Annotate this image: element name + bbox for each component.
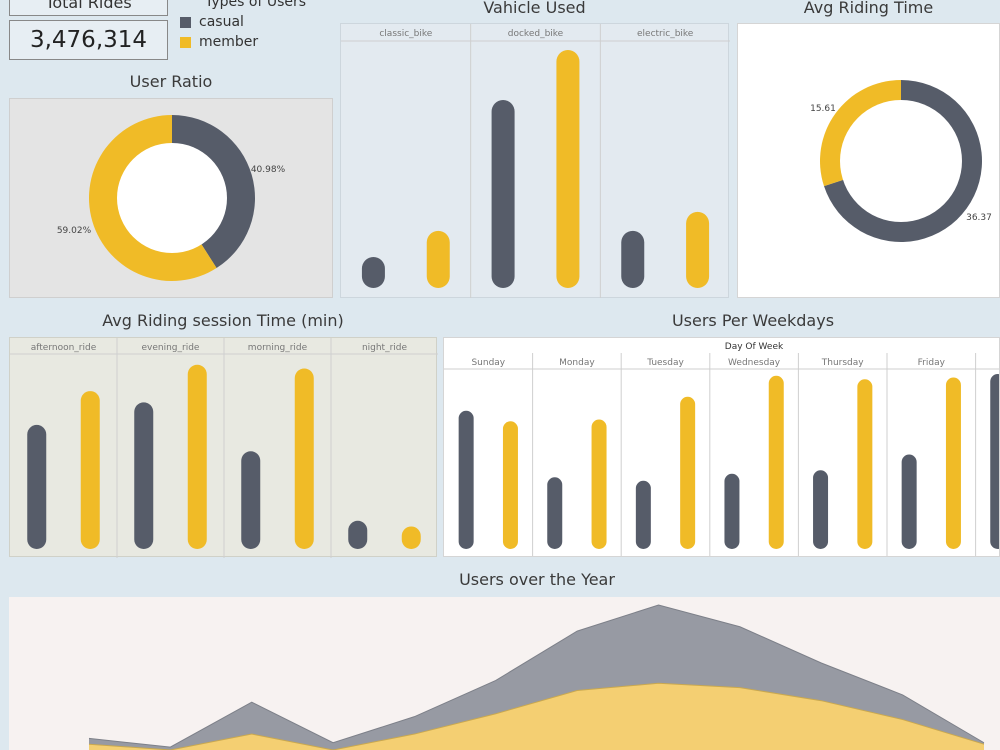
kpi-label-box: Total Rides [9,0,168,16]
legend-item-casual[interactable]: casual [180,14,244,30]
vehicle-used-bar-casual-classic_bike [361,257,385,288]
users-over-year-line-member [88,682,985,750]
kpi-value: 3,476,314 [29,27,148,53]
user-ratio-title: User Ratio [129,72,213,91]
vehicle-used-category-docked_bike: docked_bike [508,29,564,39]
legend-swatch-member [180,36,191,48]
avg-session-time-category-night_ride: night_ride [362,343,408,353]
avg-riding-time-chart: 36.37 15.61 [810,80,992,242]
users-per-weekdays-bar-member-Wednesday [768,375,784,549]
vehicle-used-category-electric_bike: electric_bike [637,29,694,39]
vehicle-used-bar-casual-docked_bike [491,99,515,288]
users-per-weekdays-bar-member-Tuesday [680,396,696,549]
users-per-weekdays-category-Thursday: Thursday [821,358,865,368]
users-per-weekdays-bar-casual-Friday [901,454,917,549]
users-per-weekdays-category-Friday: Friday [918,358,946,368]
avg-riding-time-label-member: 15.61 [810,104,836,114]
users-per-weekdays-bar-casual-Tuesday [635,480,651,549]
users-per-weekdays-category-Tuesday: Tuesday [646,358,684,368]
vehicle-used-title: Vahicle Used [483,0,586,17]
user-ratio-chart: 40.98% 59.02% [57,115,286,281]
users-per-weekdays-bar-casual-Wednesday [724,473,740,549]
users-over-year-chart [88,604,985,750]
avg-session-time-category-afternoon_ride: afternoon_ride [31,343,97,353]
users-per-weekdays-category-Sunday: Sunday [471,358,505,368]
users-per-weekdays-category-Wednesday: Wednesday [728,358,781,368]
kpi-value-box: 3,476,314 [9,20,168,60]
avg-session-time-category-evening_ride: evening_ride [142,343,200,353]
users-per-weekdays-title: Users Per Weekdays [671,311,835,330]
avg-session-time-bar-casual-morning_ride [241,451,261,549]
avg-session-time-bar-member-evening_ride [187,364,207,549]
avg-session-time-bar-member-afternoon_ride [80,391,100,549]
users-per-weekdays-bar-member-Thursday [857,379,873,549]
avg-session-time-bar-casual-evening_ride [134,402,154,549]
users-over-year-panel [9,597,1000,750]
users-per-weekdays-category-Monday: Monday [559,358,595,368]
vehicle-used-bar-member-classic_bike [426,230,450,288]
avg-riding-time-title: Avg Riding Time [803,0,934,17]
legend-label-member: member [199,34,259,50]
legend-label-casual: casual [199,14,244,30]
vehicle-used-chart: classic_bike docked_bike electric_bike [341,24,730,298]
users-per-weekdays-chart: Day Of Week Sunday Monday Tuesday Wednesday T… [444,342,999,556]
users-over-year-title: Users over the Year [459,570,615,589]
users-per-weekdays-xlabel: Day Of Week [725,342,784,352]
avg-session-time-bar-member-morning_ride [294,368,314,549]
vehicle-used-bar-casual-electric_bike [621,230,645,288]
users-per-weekdays-bar-casual-Monday [547,477,563,549]
vehicle-used-bar-member-electric_bike [686,211,710,288]
user-ratio-panel: 40.98% 59.02% [9,98,333,298]
user-ratio-label-member: 59.02% [57,226,92,236]
users-over-year-line-casual [88,604,985,748]
users-per-weekdays-panel: Day Of Week Sunday Monday Tuesday Wednesday T… [443,337,1000,557]
avg-session-time-panel: afternoon_ride evening_ride morning_ride ni… [9,337,438,558]
users-per-weekdays-bar-casual-Sunday [458,410,474,549]
users-per-weekdays-bar-member-Monday [591,419,607,549]
avg-session-time-bar-casual-afternoon_ride [27,424,47,549]
avg-session-time-category-morning_ride: morning_ride [248,343,308,353]
users-over-year-area-member [89,683,984,750]
avg-riding-time-label-casual: 36.37 [966,213,992,223]
vehicle-used-panel: classic_bike docked_bike electric_bike [340,23,730,298]
legend-title: Types of Users [205,0,307,10]
avg-session-time-bar-member-night_ride [401,526,421,549]
users-per-weekdays-bar-casual-Thursday [813,470,829,549]
user-ratio-label-casual: 40.98% [251,165,286,175]
avg-session-time-chart: afternoon_ride evening_ride morning_ride ni… [10,338,438,558]
legend-item-member[interactable]: member [180,34,258,50]
avg-session-time-title: Avg Riding session Time (min) [102,311,344,330]
avg-riding-time-hole [840,100,962,222]
legend-swatch-casual [180,16,191,28]
user-ratio-hole [117,143,227,253]
vehicle-used-category-classic_bike: classic_bike [379,29,432,39]
avg-session-time-bar-casual-night_ride [348,520,368,549]
users-per-weekdays-bar-member-Friday [945,377,961,549]
users-per-weekdays-bar-member-Sunday [502,421,518,549]
avg-riding-time-panel: 36.37 15.61 [737,23,1000,298]
users-per-weekdays-bar-casual-Saturday [990,374,999,549]
vehicle-used-bar-member-docked_bike [556,50,580,288]
kpi-label: Total Rides [45,0,132,12]
